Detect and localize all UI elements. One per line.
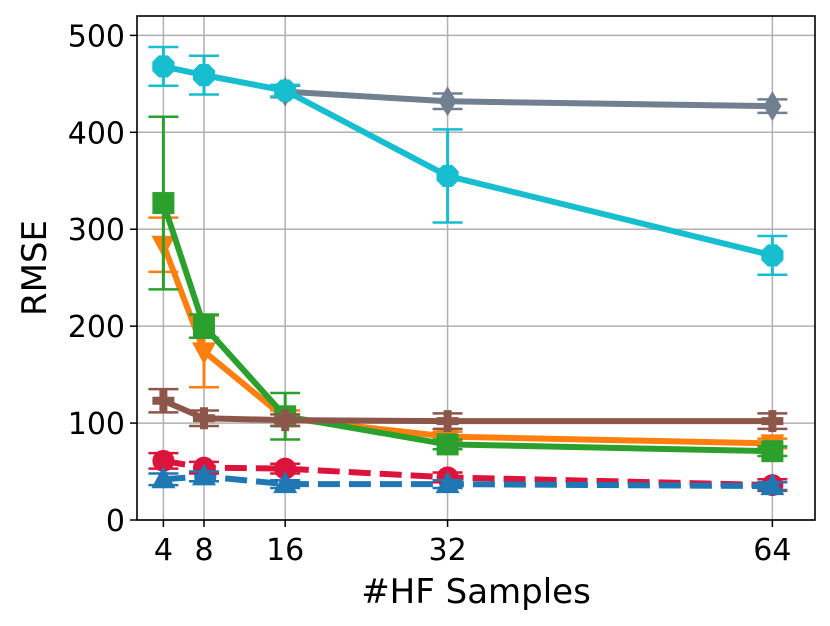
series-4 <box>148 387 788 433</box>
plus-marker <box>192 407 215 430</box>
x-tick-label: 16 <box>266 533 304 568</box>
plus-marker <box>152 389 175 412</box>
triangle-up-marker <box>151 466 176 489</box>
triangle-up-marker <box>435 471 460 494</box>
diamond-marker <box>763 91 782 122</box>
x-tick-label: 64 <box>753 533 791 568</box>
series-line <box>285 88 773 110</box>
octagon-marker <box>152 55 175 78</box>
series-line <box>162 398 773 425</box>
series-layer <box>148 45 788 497</box>
y-tick-label: 300 <box>68 213 125 248</box>
plus-marker <box>436 410 459 433</box>
plus-marker <box>274 409 297 432</box>
triangle-up-marker <box>760 473 785 496</box>
x-tick-label: 4 <box>154 533 173 568</box>
octagon-marker <box>274 79 297 102</box>
y-tick-label: 100 <box>68 407 125 442</box>
diamond-marker <box>438 86 457 117</box>
plot-frame <box>136 15 816 521</box>
y-tick-label: 500 <box>68 19 125 54</box>
octagon-marker <box>436 164 459 188</box>
circle-marker <box>152 449 175 472</box>
series-line <box>163 473 773 490</box>
series-line <box>162 63 774 259</box>
y-tick-label: 400 <box>68 116 125 151</box>
octagon-marker <box>761 244 784 267</box>
series-6 <box>148 463 788 496</box>
square-marker <box>761 440 784 463</box>
series-3 <box>148 115 788 463</box>
square-marker <box>192 315 215 338</box>
x-axis-label: #HF Samples <box>361 572 591 612</box>
series-line <box>162 457 773 489</box>
series-1 <box>148 45 788 277</box>
y-tick-label: 0 <box>106 504 125 539</box>
circle-marker <box>274 457 297 480</box>
triangle-up-marker <box>191 463 216 486</box>
triangle-down-marker <box>191 342 216 365</box>
y-tick-label: 200 <box>68 310 125 345</box>
series-5 <box>148 449 788 497</box>
series-line <box>160 202 773 455</box>
plus-marker <box>761 410 784 433</box>
x-tick-label: 32 <box>428 533 466 568</box>
tick-layer: 4 8 16 32 64 0 100 200 300 400 500 <box>68 19 792 568</box>
series-0 <box>270 76 788 122</box>
square-marker <box>152 192 175 215</box>
octagon-marker <box>192 64 216 87</box>
square-marker <box>436 433 459 456</box>
series-line <box>160 243 773 447</box>
x-tick-label: 8 <box>194 533 213 568</box>
triangle-up-marker <box>273 471 298 494</box>
y-axis-label: RMSE <box>15 220 55 316</box>
